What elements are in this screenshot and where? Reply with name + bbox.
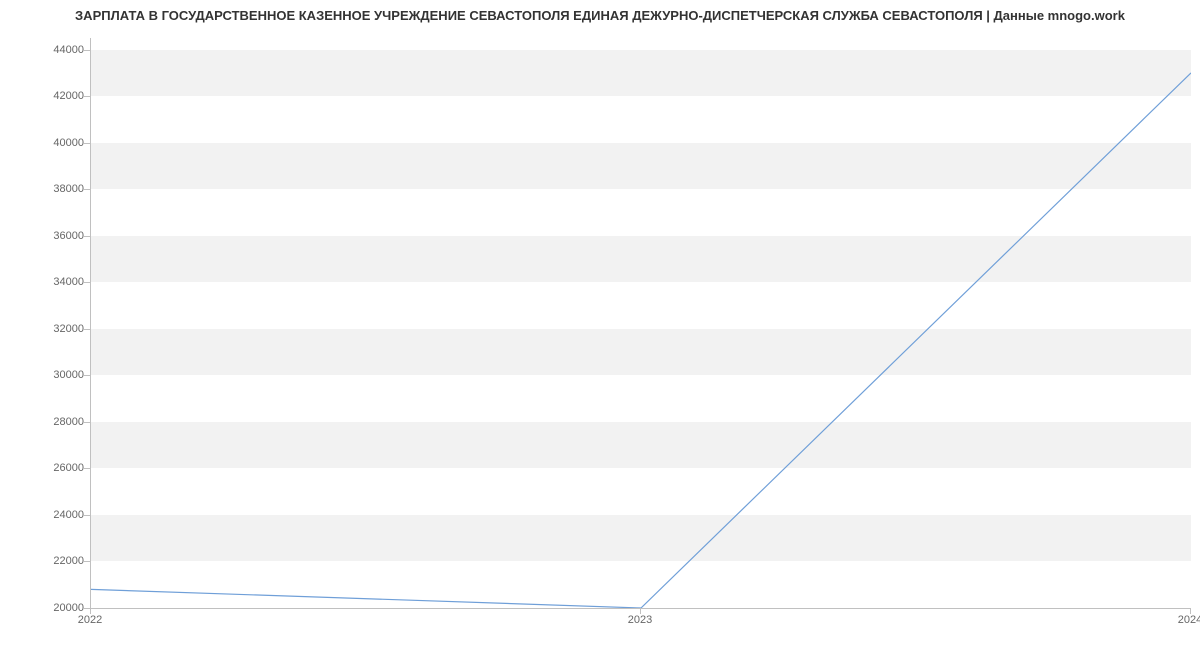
y-tick-mark [84,561,90,562]
y-tick-mark [84,375,90,376]
y-tick-label: 34000 [53,276,84,288]
y-tick-label: 38000 [53,183,84,195]
y-tick-mark [84,96,90,97]
y-tick-label: 28000 [53,416,84,428]
y-tick-label: 44000 [53,44,84,56]
y-tick-label: 20000 [53,602,84,614]
y-tick-mark [84,50,90,51]
y-tick-label: 42000 [53,90,84,102]
chart-title: ЗАРПЛАТА В ГОСУДАРСТВЕННОЕ КАЗЕННОЕ УЧРЕ… [0,8,1200,23]
x-tick-mark [640,608,641,614]
y-tick-mark [84,329,90,330]
y-tick-mark [84,468,90,469]
y-tick-label: 30000 [53,369,84,381]
line-series [91,38,1191,608]
y-tick-label: 22000 [53,555,84,567]
x-tick-label: 2022 [78,614,102,626]
plot-area [90,38,1191,609]
y-tick-mark [84,515,90,516]
salary-line-chart: ЗАРПЛАТА В ГОСУДАРСТВЕННОЕ КАЗЕННОЕ УЧРЕ… [0,0,1200,650]
x-tick-mark [90,608,91,614]
x-tick-label: 2024 [1178,614,1200,626]
y-tick-mark [84,422,90,423]
y-tick-mark [84,143,90,144]
series-line-salary [91,73,1191,608]
y-tick-mark [84,189,90,190]
y-tick-mark [84,282,90,283]
y-tick-label: 36000 [53,230,84,242]
y-tick-label: 40000 [53,137,84,149]
x-tick-label: 2023 [628,614,652,626]
y-tick-label: 26000 [53,462,84,474]
y-tick-label: 32000 [53,323,84,335]
y-tick-label: 24000 [53,509,84,521]
y-tick-mark [84,236,90,237]
x-tick-mark [1190,608,1191,614]
